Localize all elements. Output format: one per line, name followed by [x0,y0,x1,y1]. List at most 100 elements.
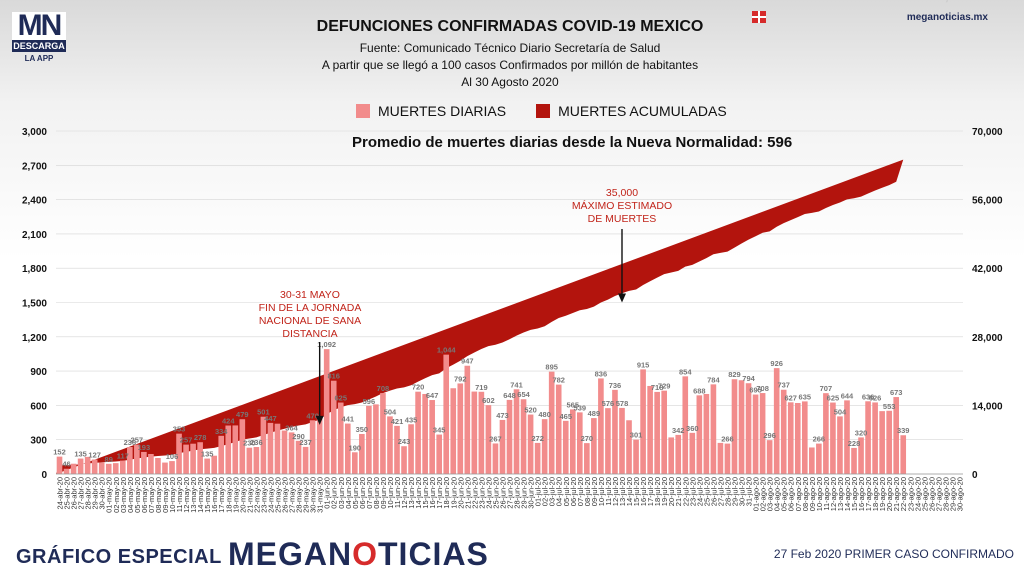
data-label: 673 [890,388,903,397]
daily-bar [562,420,569,474]
x-tick-label: 05-ago-20 [780,477,789,511]
data-label: 720 [412,383,425,392]
data-label: 360 [686,424,699,433]
legend-label-cumulative: MUERTES ACUMULADAS [558,103,727,119]
x-tick-label: 24-abr-20 [56,477,65,510]
daily-bar [295,440,302,474]
chart-header: DEFUNCIONES CONFIRMADAS COVID-19 MEXICO … [260,18,760,91]
x-tick-label: 22-jun-20 [470,477,479,509]
data-label: 626 [869,393,882,402]
data-label: 504 [384,407,397,416]
x-tick-label: 27-jul-20 [716,477,725,506]
daily-bar [485,405,492,474]
left-tick-label: 2,700 [22,161,47,172]
x-tick-label: 07-may-20 [147,477,156,513]
data-label: 695 [749,386,762,395]
daily-bar [63,468,70,474]
x-tick-label: 06-jun-20 [358,477,367,509]
daily-bar [731,379,738,474]
cumulative-area [56,159,904,474]
data-label: 737 [777,381,790,390]
daily-bar [640,369,646,474]
data-label: 741 [510,380,523,389]
data-label: 947 [461,357,474,366]
x-tick-label: 16-jul-20 [639,477,648,506]
daily-bar [787,402,794,474]
data-label: 794 [742,374,755,383]
x-tick-label: 26-may-20 [281,477,290,513]
daily-bar [302,446,309,474]
daily-bar [823,393,829,474]
x-tick-label: 22-jul-20 [681,477,690,506]
x-tick-label: 24-ago-20 [913,477,922,511]
footer-brand-part-o: O [352,536,378,572]
x-tick-label: 04-jun-20 [344,477,353,509]
daily-bar [809,447,815,474]
daily-bar [738,380,745,474]
x-tick-label: 16-may-20 [210,477,219,513]
x-tick-label: 19-jun-20 [449,477,458,509]
data-label: 89 [105,455,113,464]
daily-bar [745,383,752,474]
daily-bar [794,403,801,474]
x-tick-label: 29-jul-20 [730,477,739,506]
data-label: 127 [88,450,101,459]
data-label: 602 [482,396,495,405]
data-label: 565 [567,400,580,409]
data-label: 345 [433,426,446,435]
x-tick-label: 01-jun-20 [323,477,332,509]
daily-bar [471,391,478,474]
x-tick-label: 12-jun-20 [400,477,409,509]
x-tick-label: 13-jun-20 [407,477,416,509]
x-tick-label: 19-ago-20 [878,477,887,511]
daily-bar [56,456,63,474]
daily-bar [380,393,386,474]
data-label: 792 [454,374,467,383]
x-tick-label: 17-jul-20 [646,477,655,506]
annotation-sana-distancia: DISTANCIA [282,328,337,340]
data-label: 625 [827,394,840,403]
x-tick-label: 28-jun-20 [513,477,522,509]
daily-bar [569,409,576,474]
x-tick-label: 27-jun-20 [506,477,515,509]
legend-swatch-cumulative [536,104,551,118]
x-tick-label: 10-jun-20 [386,477,395,509]
logo-descarga-text: DESCARGA [12,40,66,52]
daily-bar [717,442,724,474]
left-tick-label: 1,800 [22,264,47,275]
x-tick-label: 30-abr-20 [98,477,107,510]
daily-bar [211,455,218,474]
data-label: 435 [405,415,418,424]
daily-bar [352,452,358,474]
daily-bar [858,437,864,474]
x-tick-label: 20-jun-20 [456,477,465,509]
x-tick-label: 24-may-20 [266,477,275,513]
annotation-sana-distancia: NACIONAL DE SANA [259,315,361,327]
daily-bar [253,447,260,474]
daily-bar [773,368,780,474]
daily-bar [260,416,267,474]
x-tick-label: 24-jun-20 [484,477,493,509]
data-label: 636 [862,392,875,401]
x-tick-label: 23-may-20 [259,477,268,513]
data-label: 320 [855,428,868,437]
data-label: 230 [243,439,256,448]
data-label: 707 [820,384,833,393]
data-label: 152 [53,448,66,457]
data-label: 135 [201,450,214,459]
daily-bar [893,397,900,474]
data-label: 266 [813,435,826,444]
daily-bar [77,458,84,474]
x-tick-label: 03-may-20 [119,477,128,513]
x-tick-label: 31-may-20 [316,477,325,513]
data-label: 647 [426,391,439,400]
data-label: 473 [496,411,509,420]
data-label: 117 [117,452,129,461]
x-tick-label: 30-jul-20 [738,477,747,506]
chart-title: DEFUNCIONES CONFIRMADAS COVID-19 MEXICO [316,18,704,35]
x-tick-label: 02-jul-20 [541,477,550,506]
x-tick-label: 10-may-20 [168,477,177,513]
brand-url[interactable]: meganoticias.mx [906,12,988,23]
legend-item-daily: MUERTES DIARIAS [356,103,506,119]
daily-bar [661,390,667,474]
